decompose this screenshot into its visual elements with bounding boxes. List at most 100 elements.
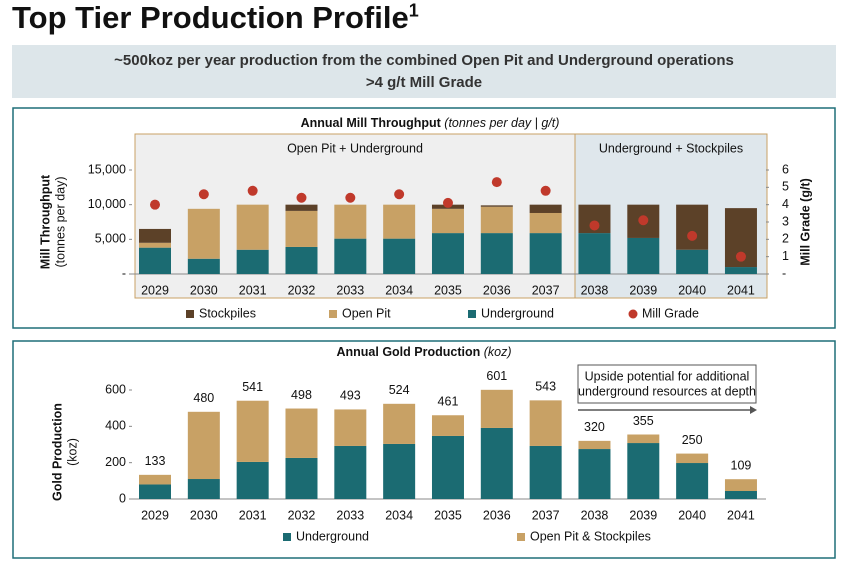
total-label: 133 [145, 454, 166, 468]
bar-segment [236, 249, 269, 274]
bar-segment [187, 208, 220, 259]
banner-line: >4 g/t Mill Grade [365, 74, 483, 91]
total-label: 355 [633, 414, 654, 428]
x-tick-label: 2029 [141, 508, 169, 522]
x-tick-label: 2039 [629, 283, 657, 297]
total-label: 461 [438, 395, 459, 409]
bar-segment [676, 463, 709, 499]
y2-tick-label: 2 [782, 232, 789, 246]
total-label: 601 [486, 369, 507, 383]
grade-point [687, 230, 698, 241]
y2-axis-label: Mill Grade (g/t) [798, 178, 812, 266]
legend-swatch [283, 533, 291, 541]
y-tick-label: 200 [105, 455, 126, 469]
bar-segment [529, 204, 562, 213]
x-tick-label: 2038 [581, 283, 609, 297]
x-tick-label: 2040 [678, 283, 706, 297]
total-label: 480 [193, 391, 214, 405]
bar-segment [236, 204, 269, 250]
x-tick-label: 2039 [629, 508, 657, 522]
legend-label: Underground [296, 529, 369, 543]
chart-frame [12, 340, 836, 559]
bar-segment [627, 237, 660, 274]
bar-segment [724, 479, 757, 492]
x-tick-label: 2037 [532, 283, 560, 297]
bar-segment [187, 258, 220, 274]
bar-segment [578, 449, 611, 499]
y-axis-label: Gold Production [50, 403, 64, 501]
y-tick-label: 15,000 [88, 162, 126, 176]
bar-segment [578, 440, 611, 450]
chart-title: Annual Gold Production (koz) [336, 345, 511, 359]
x-tick-label: 2041 [727, 508, 755, 522]
y2-tick-label: 3 [782, 214, 789, 228]
bar-segment [285, 246, 318, 274]
bar-segment [676, 204, 709, 250]
x-tick-label: 2033 [336, 283, 364, 297]
grade-point [442, 197, 453, 208]
bar-segment [724, 267, 757, 274]
bar-segment [480, 427, 513, 499]
x-tick-label: 2036 [483, 283, 511, 297]
bar-segment [724, 491, 757, 499]
grade-point [345, 192, 356, 203]
y2-tick-label: 6 [782, 162, 789, 176]
banner: ~500koz per year production from the com… [12, 45, 836, 98]
total-label: 541 [242, 380, 263, 394]
bar-segment [383, 238, 416, 274]
annotation: underground resources at depth [578, 384, 756, 398]
bar-segment [187, 479, 220, 499]
total-label: 250 [682, 433, 703, 447]
legend-label: Mill Grade [642, 306, 699, 320]
bar-segment [529, 445, 562, 499]
grade-point [296, 192, 307, 203]
bar-segment [236, 461, 269, 499]
total-label: 493 [340, 389, 361, 403]
y2-tick-label: 5 [782, 180, 789, 194]
legend-swatch [468, 310, 476, 318]
x-tick-label: 2037 [532, 508, 560, 522]
total-label: 524 [389, 383, 410, 397]
title-unit: (koz) [484, 345, 512, 359]
bar-segment [285, 408, 318, 458]
x-tick-label: 2031 [239, 508, 267, 522]
grade-point [735, 251, 746, 262]
y2-tick-label: 4 [782, 197, 789, 211]
y-axis-label: (tonnes per day) [53, 176, 67, 267]
x-tick-label: 2033 [336, 508, 364, 522]
x-tick-label: 2030 [190, 508, 218, 522]
y2-tick-label: 1 [782, 249, 789, 263]
bar-segment [285, 204, 318, 211]
bar-segment [334, 445, 367, 499]
legend-swatch [628, 309, 638, 319]
bar-segment [139, 474, 171, 485]
bar-segment [431, 435, 464, 499]
bar-segment [529, 212, 562, 234]
bar-segment [676, 249, 709, 274]
bar-segment [383, 204, 416, 239]
title-footnote: 1 [408, 0, 419, 21]
bar-segment [627, 434, 660, 444]
annotation-box [577, 364, 757, 404]
total-label: 543 [535, 380, 556, 394]
bar-segment [187, 411, 220, 480]
bar-segment [480, 206, 513, 234]
legend-swatch [517, 533, 525, 541]
chart-frame [12, 107, 836, 329]
title-text: Top Tier Production Profile [12, 0, 409, 35]
region-label: Open Pit + Underground [287, 141, 423, 155]
bar-segment [480, 389, 513, 428]
bar-segment [285, 457, 318, 499]
y-tick-label: 5,000 [95, 232, 126, 246]
x-tick-label: 2034 [385, 283, 413, 297]
bar-segment [431, 208, 464, 234]
bar-segment [139, 247, 171, 274]
x-tick-label: 2032 [288, 508, 316, 522]
title-main: Annual Mill Throughput [301, 116, 442, 130]
grade-point [589, 220, 600, 231]
grade-point [198, 189, 209, 200]
bar-segment [480, 233, 513, 274]
bar-segment [139, 242, 171, 248]
